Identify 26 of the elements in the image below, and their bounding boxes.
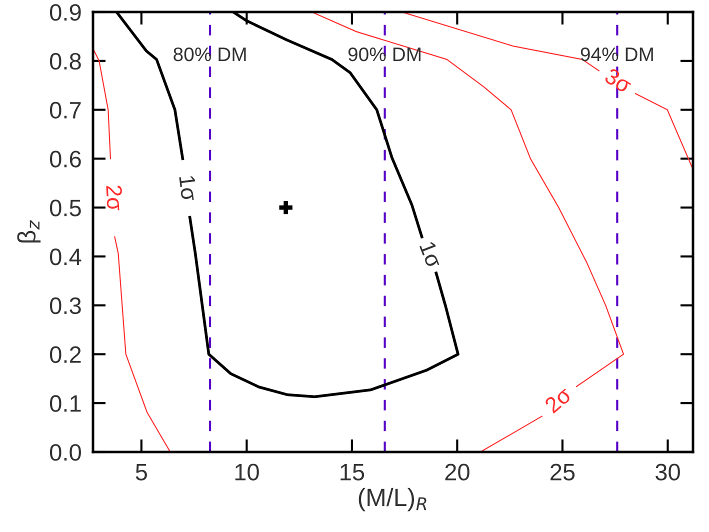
x-tick-label: 20: [445, 464, 470, 480]
x-tick-label: 5: [136, 464, 147, 480]
text: 2σ: [544, 386, 573, 414]
ref-line-label: 90% DM: [348, 47, 420, 62]
x-tick-label: 25: [550, 464, 575, 480]
x-tick-label: 10: [235, 464, 259, 480]
y-tick-label: 0.7: [50, 102, 81, 119]
y-tick-label: 0.0: [50, 444, 81, 461]
text: 3σ: [604, 67, 634, 94]
x-tick-label: 15: [340, 464, 364, 480]
ref-line-label: 80% DM: [174, 47, 246, 62]
ref-line-label: 94% DM: [580, 47, 653, 62]
y-tick-label: 0.2: [50, 346, 81, 364]
y-tick-label: 0.9: [50, 4, 81, 21]
y-tick-label: 0.1: [50, 395, 81, 412]
x-tick-label: 30: [656, 464, 680, 480]
y-tick-label: 0.8: [50, 52, 81, 70]
text: 1σ: [419, 240, 443, 269]
text: 2σ: [106, 185, 124, 211]
text: 1σ: [179, 176, 196, 202]
y-tick-label: 0.3: [50, 297, 81, 314]
y-axis-title: β$_{z}$: [17, 220, 41, 243]
y-tick-label: 0.4: [50, 248, 82, 266]
x-axis-title: (M/L)$_{R}$: [358, 488, 426, 512]
y-tick-label: 0.6: [50, 150, 81, 168]
y-tick-label: 0.5: [50, 200, 81, 216]
